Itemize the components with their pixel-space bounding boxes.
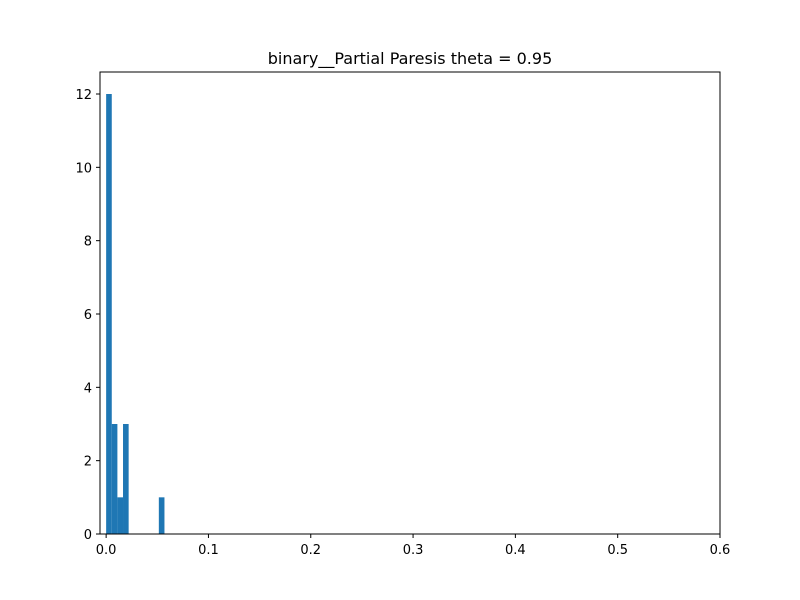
histogram-bar <box>106 94 112 534</box>
x-tick-label: 0.3 <box>403 543 424 558</box>
histogram-bar <box>123 424 129 534</box>
y-tick-label: 4 <box>84 381 92 396</box>
y-tick-label: 2 <box>84 455 92 470</box>
x-tick-label: 0.5 <box>607 543 628 558</box>
x-tick-label: 0.1 <box>198 543 219 558</box>
x-tick-label: 0.6 <box>710 543 731 558</box>
x-tick-label: 0.4 <box>505 543 526 558</box>
histogram-bar <box>117 497 124 534</box>
plot-frame <box>99 71 721 535</box>
x-tick-label: 0.0 <box>96 543 117 558</box>
y-tick-label: 8 <box>84 235 92 250</box>
bars-group <box>106 94 165 534</box>
y-tick-label: 0 <box>84 528 92 543</box>
y-tick-label: 10 <box>75 161 92 176</box>
y-tick-label: 6 <box>84 308 92 323</box>
axes-group: 0.0 0.1 0.2 0.3 0.4 0.5 0.6 0 2 4 6 8 10 12 <box>75 88 730 558</box>
x-tick-label: 0.2 <box>300 543 321 558</box>
y-tick-label: 12 <box>75 88 92 103</box>
histogram-bar <box>158 497 165 534</box>
chart-title: binary__Partial Paresis theta = 0.95 <box>268 49 553 69</box>
histogram-bar <box>111 424 118 534</box>
